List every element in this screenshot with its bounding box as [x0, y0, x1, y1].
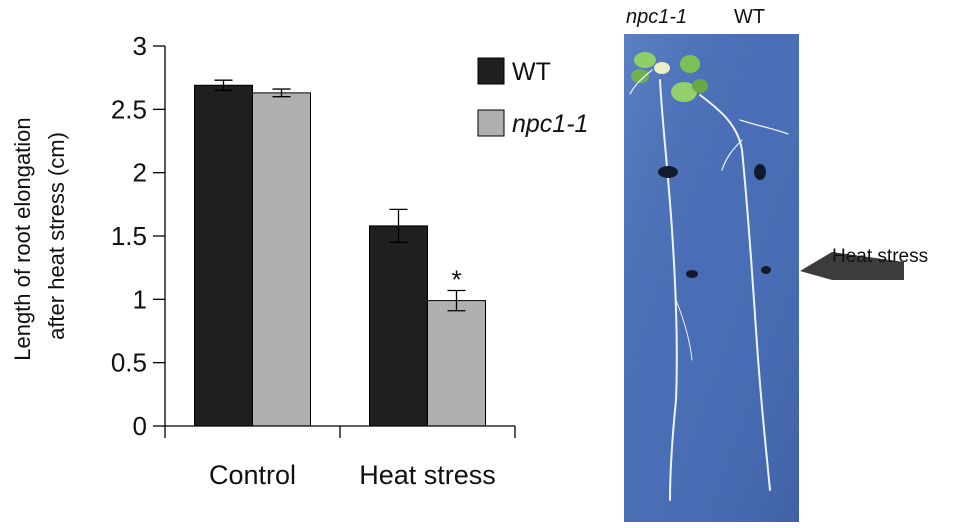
legend-swatch-wt	[477, 57, 505, 85]
legend: WT npc1-1	[477, 57, 588, 138]
error-bar-WT-control	[214, 79, 233, 91]
y-tick-label: 0	[133, 411, 147, 441]
seedling-leaves	[631, 52, 708, 102]
heat-stress-label: Heat stress	[832, 246, 928, 267]
plate-marks	[658, 164, 771, 278]
y-axis-label-line1: Length of root elongation	[10, 117, 35, 360]
bar-npc1-1-control	[252, 92, 311, 427]
legend-swatch-npc1	[477, 109, 505, 137]
photo-gradient	[624, 34, 799, 522]
bars	[194, 84, 486, 427]
error-bar-npc1-1-heat-stress	[447, 289, 466, 312]
y-tick-label: 3	[133, 31, 147, 61]
x-ticks: Control Heat stress	[164, 426, 516, 490]
error-bar-npc1-1-control	[272, 88, 291, 98]
bar-npc1-1-heat-stress	[427, 300, 486, 427]
photo-label-wt: WT	[734, 6, 765, 28]
y-axis-label: Length of root elongation after heat str…	[10, 111, 69, 361]
y-ticks: 0 0.5 1 1.5 2 2.5 3	[111, 31, 165, 441]
x-tick-label: Control	[209, 460, 296, 490]
legend-label-npc1: npc1-1	[512, 110, 588, 138]
heat-stress-arrow-icon	[800, 252, 904, 280]
seedling-photo: npc1-1 WT Heat stress	[624, 6, 928, 522]
y-axis-label-line2: after heat stress (cm)	[44, 132, 69, 340]
y-tick-label: 0.5	[111, 348, 147, 378]
annotations: *	[451, 264, 461, 294]
y-tick-label: 1.5	[111, 221, 147, 251]
x-tick-label: Heat stress	[359, 460, 496, 490]
bar-WT-heat-stress	[369, 225, 428, 427]
photo-label-npc1: npc1-1	[626, 6, 687, 28]
error-bars	[214, 79, 466, 312]
significance-marker: *	[451, 264, 461, 294]
bar-chart: * 0 0.5 1 1.5 2 2.5 3 Control Heat stress Lengt…	[10, 31, 588, 490]
seedling-roots	[629, 69, 789, 501]
y-tick-label: 2	[133, 158, 147, 188]
y-tick-label: 2.5	[111, 94, 147, 124]
y-tick-label: 1	[133, 284, 147, 314]
error-bar-WT-heat-stress	[389, 208, 408, 243]
legend-label-wt: WT	[512, 58, 551, 86]
bar-WT-control	[194, 84, 253, 427]
